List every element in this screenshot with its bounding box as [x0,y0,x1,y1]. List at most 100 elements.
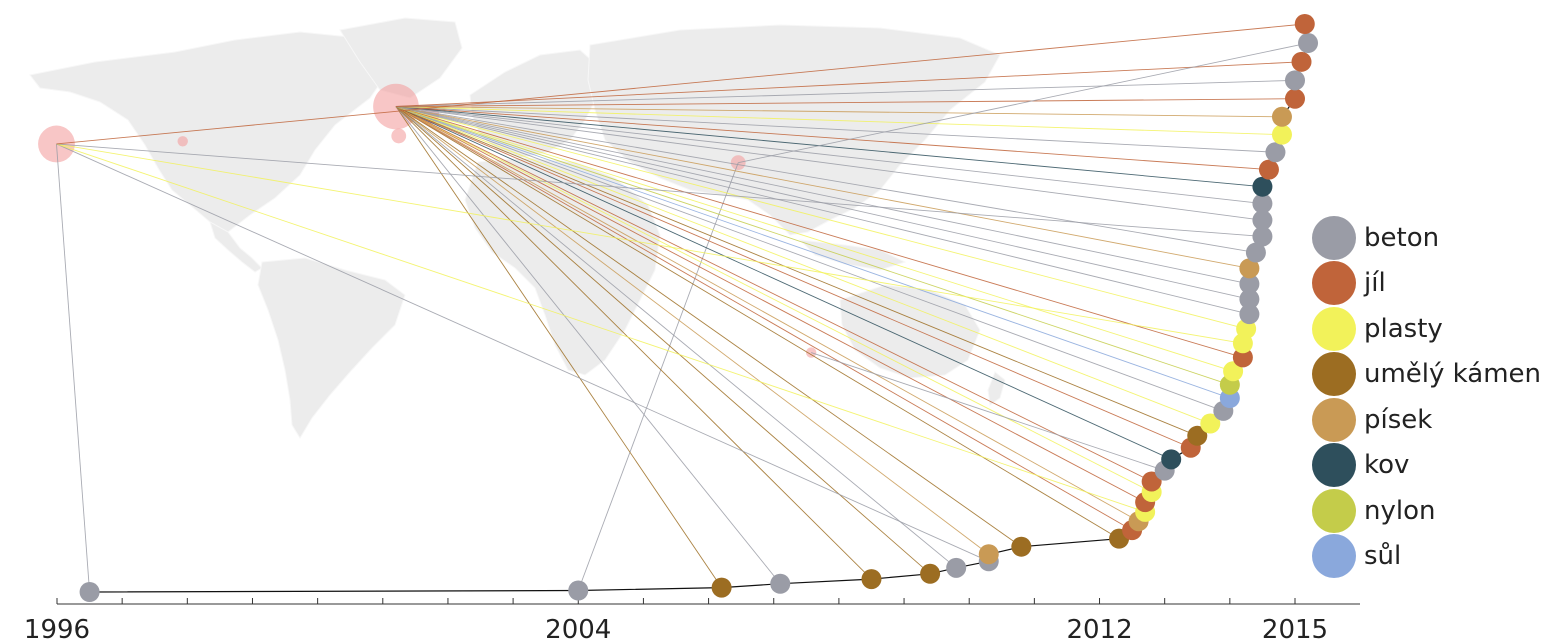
data-point-umělý-kámen [920,563,941,584]
connection-line [395,106,990,555]
legend-swatch [1312,215,1356,260]
connection-line [56,23,1305,145]
data-point-umělý-kámen [711,577,732,598]
connection-line [395,106,1263,188]
connection-line [395,106,1211,424]
legend-item: umělý kámen [1312,352,1552,398]
data-point-plasty [1223,361,1244,382]
legend-item: nylon [1312,488,1552,534]
connection-line [395,106,1263,204]
legend-label: kov [1364,450,1410,481]
data-point-plasty [1271,124,1292,145]
connection-line [395,106,1244,358]
connection-line [395,106,957,569]
data-point-jíl [1258,159,1279,180]
data-point-beton [1239,304,1260,325]
data-point-jíl [1291,51,1312,72]
continent-new-zealand [987,371,1006,406]
legend-item: jíl [1312,261,1552,307]
legend-label: umělý kámen [1364,359,1542,390]
legend-item: sůl [1312,534,1552,580]
connection-line [395,106,1198,437]
continent-greenland [339,17,463,99]
connection-line [395,61,1302,107]
connection-line [395,106,1247,330]
data-point-beton [1245,242,1266,263]
connection-line [395,106,1250,285]
connection-line [56,143,989,562]
legend-label: jíl [1364,268,1386,299]
data-point-beton [1252,210,1273,231]
data-point-jíl [1294,14,1315,34]
data-point-beton [1285,70,1305,91]
connection-line [395,106,1282,136]
connection-line [738,42,1309,164]
data-point-beton [1298,33,1319,54]
data-point-plasty [1200,413,1221,434]
x-tick-label: 1996 [24,615,90,642]
connection-line [395,106,1152,482]
legend-item: písek [1312,397,1552,443]
connection-line [395,106,1230,399]
data-point-jíl [1285,88,1305,109]
x-axis [56,598,1360,605]
data-point-písek [1239,258,1260,279]
data-point-písek [978,544,999,565]
data-point-beton [1252,226,1273,247]
data-point-kov [1252,176,1273,197]
connection-line [56,143,91,593]
connection-line [395,106,1269,171]
connection-line [395,106,1256,253]
connection-line [395,106,1146,503]
connection-lines [56,23,1309,593]
legend-item: plasty [1312,306,1552,352]
data-point-jíl [1232,347,1253,368]
continent-south-america [257,257,406,439]
connection-line [395,106,1276,153]
continent-north-america [29,31,396,233]
connection-line [811,352,1165,472]
legend-swatch [1312,397,1356,442]
legend-swatch [1312,488,1356,533]
origin-bubble [177,136,188,147]
connection-line [395,106,872,580]
legend-label: nylon [1364,495,1436,526]
data-point-písek [1271,106,1292,127]
connection-line [395,106,722,588]
x-tick-labels: 1996 2004 2012 2015 [24,615,1328,642]
connection-line [56,143,1243,344]
legend-label: plasty [1364,313,1443,344]
legend-swatch [1312,534,1356,579]
connection-line [395,106,1120,540]
connection-line [395,106,1250,269]
continent-indonesia [798,239,907,271]
timeline-points [79,14,1319,602]
legend-swatch [1312,261,1356,306]
legend-swatch [1312,352,1356,397]
legend-item: kov [1312,443,1552,489]
x-tick-label: 2004 [545,615,611,642]
legend-swatch [1312,306,1356,351]
data-point-umělý-kámen [861,569,882,590]
data-point-beton [946,557,967,578]
connection-line [395,98,1296,107]
connection-line [395,106,781,585]
connection-line [395,106,1191,449]
x-tick-label: 2015 [1262,615,1328,642]
connection-line [395,106,1133,531]
continent-africa [464,157,661,376]
data-point-umělý-kámen [1011,536,1032,557]
continent-australia [839,284,981,379]
connection-line [395,106,1172,460]
legend-item: beton [1312,215,1552,261]
legend-label: beton [1364,222,1440,253]
data-point-beton [568,580,589,601]
connection-line [395,106,1282,118]
data-point-umělý-kámen [1187,425,1208,446]
connection-line [395,106,1139,522]
data-point-beton [79,582,100,602]
legend-swatch [1312,443,1356,488]
connection-line [395,106,1224,412]
data-point-beton [1265,142,1286,163]
